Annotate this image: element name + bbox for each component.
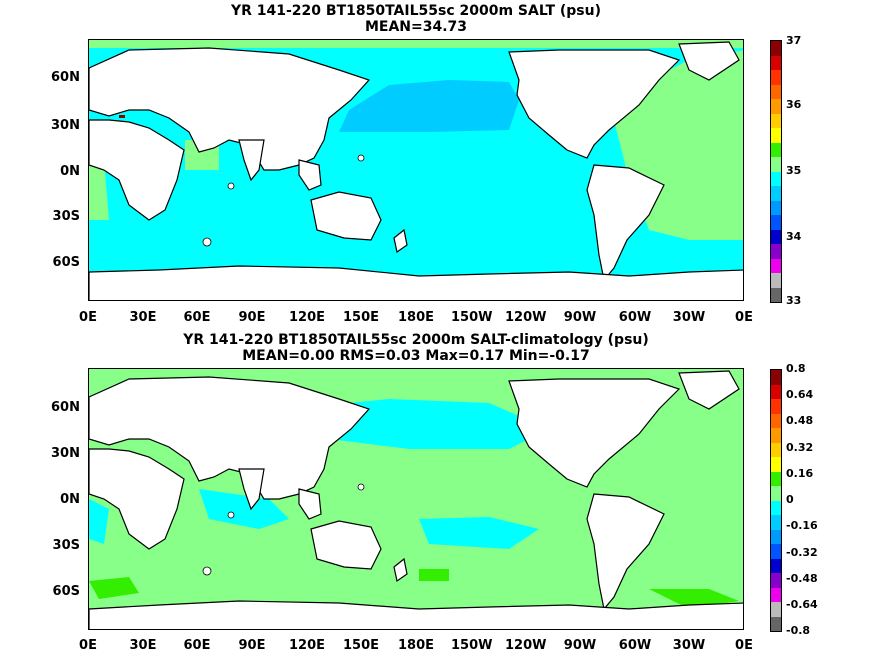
colorbar-label: -0.8 — [786, 624, 811, 637]
colorbar-swatch — [771, 399, 781, 414]
panel1-colorbar — [770, 40, 782, 303]
lon-label: 30W — [672, 638, 706, 653]
colorbar-swatch — [771, 99, 781, 114]
colorbar-swatch — [771, 84, 781, 99]
colorbar-swatch — [771, 413, 781, 428]
colorbar-swatch — [771, 515, 781, 530]
lat-label: 30N — [51, 118, 80, 133]
panel2-title-line1: YR 141-220 BT1850TAIL55sc 2000m SALT-cli… — [183, 332, 649, 348]
lon-label: 150E — [342, 638, 380, 653]
colorbar-label: 34 — [786, 230, 802, 243]
colorbar-label: 37 — [786, 34, 802, 47]
panel2-anomaly-map — [88, 368, 744, 630]
colorbar-swatch — [771, 273, 781, 288]
colorbar-swatch — [771, 616, 781, 631]
colorbar-swatch — [771, 171, 781, 186]
lon-label: 60E — [183, 638, 211, 653]
lat-label: 60S — [52, 255, 80, 270]
colorbar-swatch — [771, 587, 781, 602]
colorbar-label: 35 — [786, 164, 802, 177]
colorbar-swatch — [771, 215, 781, 230]
lon-label: 60E — [183, 310, 211, 325]
lon-label: 90E — [238, 638, 266, 653]
lon-label: 180E — [397, 310, 435, 325]
lon-label: 0E — [79, 638, 97, 653]
colorbar-swatch — [771, 70, 781, 85]
lon-label: 30E — [129, 310, 157, 325]
colorbar-swatch — [771, 500, 781, 515]
colorbar-swatch — [771, 370, 781, 385]
lon-label: 60W — [618, 638, 652, 653]
panel2-map-svg — [89, 369, 743, 629]
colorbar-label: 0.16 — [786, 467, 814, 480]
colorbar-swatch — [771, 573, 781, 588]
panel1-title-line1: YR 141-220 BT1850TAIL55sc 2000m SALT (ps… — [230, 3, 601, 19]
lat-label: 60S — [52, 584, 80, 599]
colorbar-swatch — [771, 486, 781, 501]
colorbar-label: -0.64 — [786, 598, 818, 611]
lon-label: 30W — [672, 310, 706, 325]
lon-label: 150E — [342, 310, 380, 325]
colorbar-label: 0 — [786, 493, 794, 506]
lat-label: 60N — [51, 400, 80, 415]
colorbar-swatch — [771, 457, 781, 472]
colorbar-label: 0.8 — [786, 362, 806, 375]
lat-label: 0N — [60, 164, 80, 179]
lat-label: 30N — [51, 446, 80, 461]
colorbar-swatch — [771, 544, 781, 559]
colorbar-label: 0.64 — [786, 388, 814, 401]
colorbar-label: 0.48 — [786, 414, 814, 427]
colorbar-swatch — [771, 128, 781, 143]
colorbar-label: -0.32 — [786, 546, 818, 559]
colorbar-swatch — [771, 384, 781, 399]
colorbar-swatch — [771, 471, 781, 486]
colorbar-swatch — [771, 428, 781, 443]
colorbar-swatch — [771, 558, 781, 573]
lon-label: 90W — [563, 310, 597, 325]
colorbar-label: 33 — [786, 294, 802, 307]
colorbar-label: 0.32 — [786, 441, 814, 454]
lat-label: 30S — [52, 538, 80, 553]
colorbar-swatch — [771, 157, 781, 172]
panel1-salinity-map — [88, 39, 744, 301]
lat-label: 0N — [60, 492, 80, 507]
colorbar-swatch — [771, 602, 781, 617]
lon-label: 0E — [735, 638, 753, 653]
lon-label: 150W — [451, 638, 493, 653]
colorbar-swatch — [771, 442, 781, 457]
lon-label: 0E — [79, 310, 97, 325]
colorbar-swatch — [771, 200, 781, 215]
panel1-map-svg — [89, 40, 743, 300]
lon-label: 120E — [288, 310, 326, 325]
lon-label: 60W — [618, 310, 652, 325]
colorbar-swatch — [771, 186, 781, 201]
panel2-title-line2: MEAN=0.00 RMS=0.03 Max=0.17 Min=-0.17 — [242, 348, 590, 364]
panel1-title-line2: MEAN=34.73 — [364, 19, 468, 35]
colorbar-swatch — [771, 229, 781, 244]
colorbar-label: -0.48 — [786, 572, 818, 585]
mediterranean-outflow — [119, 115, 125, 118]
lat-label: 30S — [52, 209, 80, 224]
lon-label: 90E — [238, 310, 266, 325]
colorbar-label: -0.16 — [786, 519, 818, 532]
lon-label: 30E — [129, 638, 157, 653]
lon-label: 120W — [505, 638, 547, 653]
colorbar-swatch — [771, 529, 781, 544]
colorbar-swatch — [771, 244, 781, 259]
colorbar-swatch — [771, 55, 781, 70]
colorbar-label: 36 — [786, 98, 802, 111]
lon-label: 180E — [397, 638, 435, 653]
lon-label: 90W — [563, 638, 597, 653]
panel2-colorbar — [770, 369, 782, 632]
lon-label: 0E — [735, 310, 753, 325]
colorbar-swatch — [771, 113, 781, 128]
colorbar-swatch — [771, 258, 781, 273]
lat-label: 60N — [51, 70, 80, 85]
lon-label: 150W — [451, 310, 493, 325]
colorbar-swatch — [771, 142, 781, 157]
lon-label: 120E — [288, 638, 326, 653]
colorbar-swatch — [771, 287, 781, 302]
lon-label: 120W — [505, 310, 547, 325]
colorbar-swatch — [771, 41, 781, 56]
